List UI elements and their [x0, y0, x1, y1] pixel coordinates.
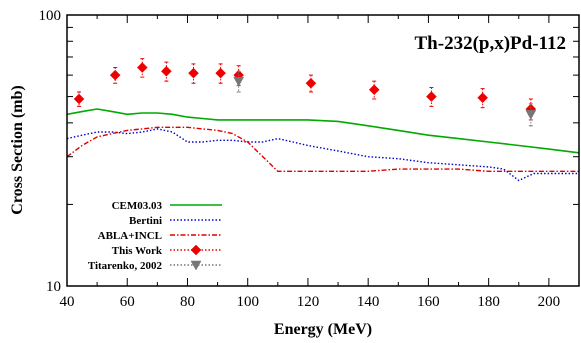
- data-point: [368, 84, 380, 96]
- series-0: [67, 108, 579, 154]
- data-point: [305, 77, 317, 89]
- legend: CEM03.03 Bertini ABLA+INCL This Work Titaren…: [88, 200, 222, 272]
- plot-frame: [66, 14, 580, 287]
- y-tick-label: 10: [46, 279, 61, 295]
- series-line: [67, 126, 579, 173]
- series-2: [67, 126, 579, 173]
- legend-label: Titarenko, 2002: [88, 260, 163, 272]
- y-tick-label: 100: [39, 8, 62, 24]
- series-4: [233, 70, 537, 127]
- data-point: [477, 92, 488, 104]
- legend-label: This Work: [112, 245, 163, 257]
- x-tick-label: 120: [297, 294, 320, 310]
- x-tick-label: 160: [417, 294, 440, 310]
- y-axis-title: Cross Section (mb): [9, 85, 26, 214]
- x-tick-label: 60: [120, 294, 135, 310]
- legend-marker: [190, 244, 202, 256]
- x-tick-label: 100: [236, 294, 259, 310]
- legend-label: CEM03.03: [112, 200, 163, 212]
- series-line: [67, 108, 579, 154]
- data-point: [233, 76, 245, 87]
- data-point: [161, 65, 172, 77]
- chart-title: Th-232(p,x)Pd-112: [415, 33, 567, 54]
- plot-marks: [67, 58, 579, 182]
- data-point: [136, 62, 148, 73]
- legend-label: ABLA+INCL: [98, 230, 162, 242]
- data-point: [188, 67, 199, 79]
- legend-marker: [190, 260, 202, 271]
- data-point: [426, 91, 437, 102]
- x-tick-label: 180: [477, 294, 500, 310]
- data-point: [215, 67, 226, 79]
- data-point: [525, 110, 537, 120]
- data-point: [73, 93, 85, 105]
- x-axis-title: Energy (MeV): [274, 321, 372, 338]
- x-tick-label: 40: [60, 294, 75, 310]
- data-point: [109, 69, 121, 81]
- axis-ticks: [66, 14, 580, 287]
- x-tick-label: 80: [180, 294, 195, 310]
- x-tick-label: 200: [538, 294, 561, 310]
- x-tick-label: 140: [357, 294, 380, 310]
- legend-label: Bertini: [129, 215, 162, 227]
- axis-labels: 40 60 80 100 120 140 160 180 200 10 100: [39, 8, 561, 310]
